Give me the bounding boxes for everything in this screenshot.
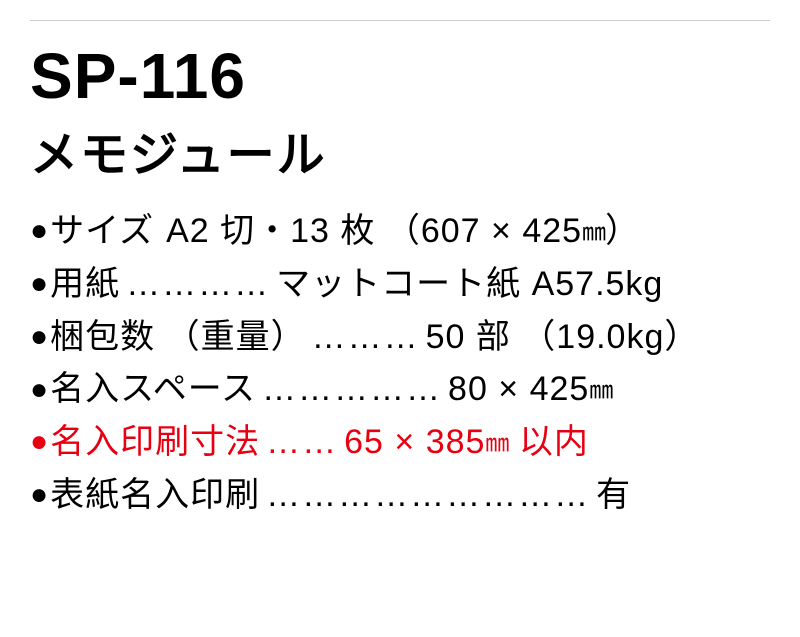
top-divider xyxy=(30,20,770,21)
dots-leader: …… xyxy=(266,416,338,469)
dots-leader: ……… xyxy=(312,311,420,364)
mm-unit: ㎜ xyxy=(582,219,605,246)
spec-value: 50 部 （19.0kg） xyxy=(426,311,700,364)
spec-value-prefix: 80 × 425 xyxy=(448,370,589,408)
bullet-icon: ● xyxy=(30,261,48,308)
spec-value-prefix: 50 部 （19.0kg） xyxy=(426,318,700,356)
bullet-icon: ● xyxy=(30,419,48,466)
spec-label: 梱包数 （重量） xyxy=(50,311,305,364)
spec-row: ●梱包数 （重量） ………50 部 （19.0kg） xyxy=(30,311,770,364)
spec-label: 表紙名入印刷 xyxy=(50,469,260,522)
product-name: メモジュール xyxy=(30,115,770,185)
spec-row: ●名入スペース …………… 80 × 425㎜ xyxy=(30,363,770,416)
dots-leader: …………… xyxy=(262,363,442,416)
spec-value: A2 切・13 枚 （607 × 425㎜） xyxy=(166,205,640,258)
mm-unit: ㎜ xyxy=(485,430,508,457)
dots-leader: ………… xyxy=(126,258,270,311)
bullet-icon: ● xyxy=(30,208,48,255)
spec-value-prefix: 65 × 385 xyxy=(344,423,485,461)
spec-value-prefix: A2 切・13 枚 （607 × 425 xyxy=(166,212,582,250)
spec-value-suffix: 以内 xyxy=(508,423,588,461)
spec-row: ●用紙………… マットコート紙 A57.5kg xyxy=(30,258,770,311)
spec-value: マットコート紙 A57.5kg xyxy=(276,258,663,311)
spec-row: ●名入印刷寸法 ……65 × 385㎜ 以内 xyxy=(30,416,770,469)
mm-unit: ㎜ xyxy=(589,377,612,404)
spec-value: 有 xyxy=(596,469,631,522)
bullet-icon: ● xyxy=(30,314,48,361)
spec-list: ●サイズ A2 切・13 枚 （607 × 425㎜）●用紙………… マットコー… xyxy=(30,205,770,521)
spec-value-suffix: ） xyxy=(605,212,640,250)
spec-label: サイズ xyxy=(50,205,154,258)
spec-value: 65 × 385㎜ 以内 xyxy=(344,416,589,469)
spec-row: ●表紙名入印刷 ………………………有 xyxy=(30,469,770,522)
spec-label: 名入印刷寸法 xyxy=(50,416,260,469)
spec-value-prefix: マットコート紙 A57.5kg xyxy=(276,265,663,303)
bullet-icon: ● xyxy=(30,367,48,414)
dots-leader: ……………………… xyxy=(266,469,590,522)
bullet-icon: ● xyxy=(30,472,48,519)
spec-label: 名入スペース xyxy=(50,363,256,416)
spec-row: ●サイズ A2 切・13 枚 （607 × 425㎜） xyxy=(30,205,770,258)
spec-value-prefix: 有 xyxy=(596,476,631,514)
spec-label: 用紙 xyxy=(50,258,120,311)
product-code: SP-116 xyxy=(30,41,770,111)
spec-value: 80 × 425㎜ xyxy=(448,363,612,416)
